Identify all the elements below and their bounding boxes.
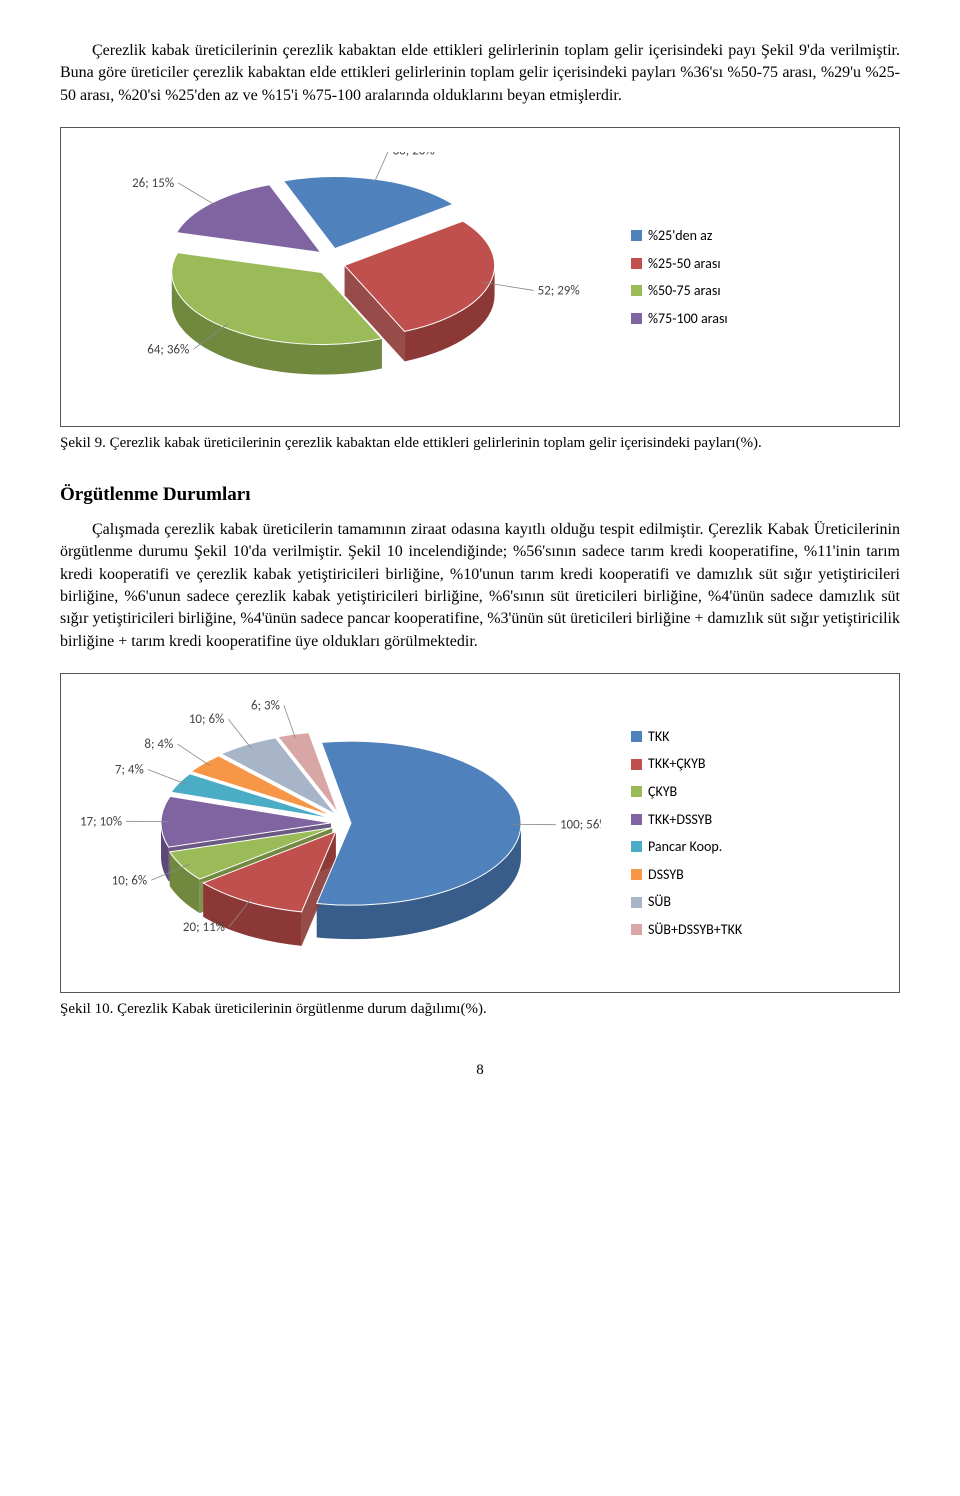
- pie-slice-label: 7; 4%: [115, 763, 144, 778]
- legend-label: TKK+ÇKYB: [648, 754, 706, 774]
- legend-label: %25-50 arası: [648, 254, 721, 274]
- legend-item: %25'den az: [631, 226, 728, 246]
- body-paragraph: Çalışmada çerezlik kabak üreticilerin ta…: [60, 519, 900, 653]
- chart2-pie: 100; 56% 20; 11% 10; 6% 17; 10% 7; 4%8; 4% 10…: [81, 698, 601, 968]
- pie-slice-label: 10; 6%: [189, 712, 224, 727]
- legend-label: SÜB+DSSYB+TKK: [648, 920, 742, 940]
- legend-label: ÇKYB: [648, 782, 677, 802]
- pie-slice-label: 8; 4%: [144, 737, 173, 752]
- pie-slice-label: 64; 36%: [147, 342, 189, 357]
- chart1-container: 36; 20% 52; 29% 64; 36% 26; 15% %25'den az%…: [60, 127, 900, 427]
- legend-label: SÜB: [648, 892, 671, 912]
- legend-item: %50-75 arası: [631, 281, 728, 301]
- legend-label: TKK: [648, 727, 669, 747]
- pie-slice-label: 20; 11%: [183, 920, 225, 935]
- pie-leader-line: [178, 183, 216, 206]
- legend-item: SÜB: [631, 892, 742, 912]
- legend-swatch: [631, 897, 642, 908]
- pie-leader-line: [177, 744, 210, 766]
- section-heading: Örgütlenme Durumları: [60, 482, 900, 509]
- pie-slice-label: 6; 3%: [251, 698, 280, 713]
- legend-label: %75-100 arası: [648, 309, 728, 329]
- legend-item: DSSYB: [631, 865, 742, 885]
- chart1-legend: %25'den az %25-50 arası %50-75 arası %75-10…: [631, 226, 728, 328]
- legend-label: DSSYB: [648, 865, 684, 885]
- pie-slice-label: 36; 20%: [393, 152, 435, 158]
- legend-item: TKK+ÇKYB: [631, 754, 742, 774]
- pie-slice-label: 100; 56%: [560, 818, 601, 833]
- legend-label: %50-75 arası: [648, 281, 721, 301]
- legend-item: SÜB+DSSYB+TKK: [631, 920, 742, 940]
- legend-item: ÇKYB: [631, 782, 742, 802]
- legend-swatch: [631, 230, 642, 241]
- pie-slice-label: 17; 10%: [81, 814, 122, 829]
- legend-item: %25-50 arası: [631, 254, 728, 274]
- legend-item: TKK+DSSYB: [631, 810, 742, 830]
- pie-slice-label: 52; 29%: [538, 284, 580, 299]
- legend-swatch: [631, 841, 642, 852]
- pie-leader-line: [148, 770, 187, 785]
- chart2-legend: TKK TKK+ÇKYB ÇKYB TKK+DSSYB Pancar Koop. DSSY…: [631, 727, 742, 940]
- intro-paragraph: Çerezlik kabak üreticilerinin çerezlik k…: [60, 40, 900, 107]
- legend-label: Pancar Koop.: [648, 837, 722, 857]
- pie-slice-label: 10; 6%: [112, 873, 147, 888]
- legend-swatch: [631, 869, 642, 880]
- legend-item: %75-100 arası: [631, 309, 728, 329]
- legend-item: TKK: [631, 727, 742, 747]
- legend-label: %25'den az: [648, 226, 712, 246]
- chart2-caption: Şekil 10. Çerezlik Kabak üreticilerinin …: [60, 999, 900, 1020]
- legend-label: TKK+DSSYB: [648, 810, 712, 830]
- legend-item: Pancar Koop.: [631, 837, 742, 857]
- pie-leader-line: [284, 705, 296, 738]
- legend-swatch: [631, 258, 642, 269]
- chart1-pie: 36; 20% 52; 29% 64; 36% 26; 15%: [81, 152, 601, 402]
- legend-swatch: [631, 814, 642, 825]
- pie-leader-line: [374, 152, 388, 183]
- chart2-container: 100; 56% 20; 11% 10; 6% 17; 10% 7; 4%8; 4% 10…: [60, 673, 900, 993]
- legend-swatch: [631, 924, 642, 935]
- legend-swatch: [631, 786, 642, 797]
- pie-slice-label: 26; 15%: [132, 176, 174, 191]
- page-number: 8: [60, 1060, 900, 1081]
- chart1-caption: Şekil 9. Çerezlik kabak üreticilerinin ç…: [60, 433, 900, 454]
- pie-leader-line: [228, 719, 251, 748]
- legend-swatch: [631, 731, 642, 742]
- legend-swatch: [631, 285, 642, 296]
- legend-swatch: [631, 759, 642, 770]
- legend-swatch: [631, 313, 642, 324]
